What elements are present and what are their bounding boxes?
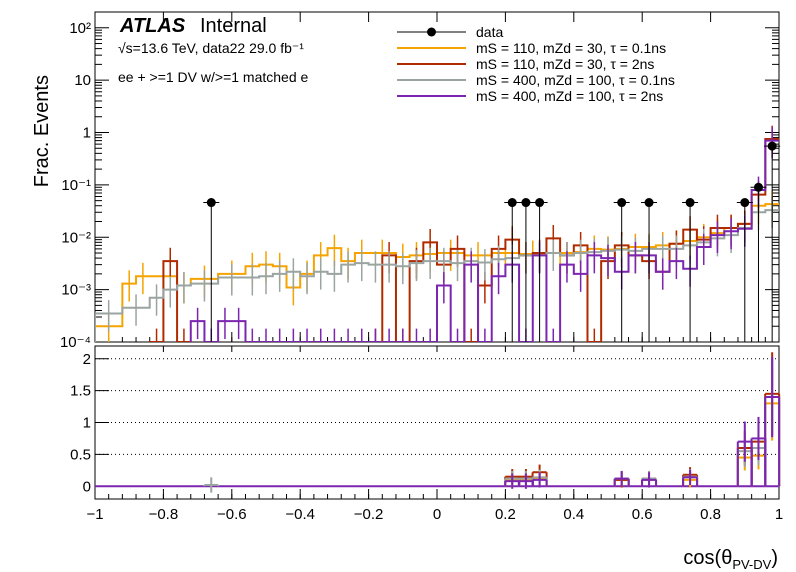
x-tick-label: 0 xyxy=(433,506,441,523)
y-tick-label-top: 10⁻¹ xyxy=(61,177,91,194)
data-point xyxy=(617,198,627,208)
ratio-series-group xyxy=(95,352,781,493)
data-point xyxy=(753,182,763,192)
legend-entry-label: mS = 110, mZd = 30, τ = 0.1ns xyxy=(476,40,666,56)
y-tick-label-top: 1 xyxy=(83,125,91,142)
legend-entry-label: data xyxy=(476,24,503,40)
y-tick-label-top: 10⁻³ xyxy=(61,282,91,299)
ratio-pad-frame xyxy=(94,345,780,500)
y-tick-label-bottom: 0 xyxy=(83,478,91,495)
y-tick-label-bottom: 0.5 xyxy=(70,446,91,463)
data-point xyxy=(767,141,777,151)
energy-lumi-text: √s=13.6 TeV, data22 29.0 fb⁻¹ xyxy=(118,40,304,56)
atlas-label: ATLAS xyxy=(119,15,186,37)
y-tick-label-top: 10⁻² xyxy=(61,229,91,246)
y-tick-label-bottom: 1 xyxy=(83,415,91,432)
legend-entry-label: mS = 400, mZd = 100, τ = 2ns xyxy=(476,88,663,104)
top-series-group xyxy=(95,125,779,342)
x-tick-label: 1 xyxy=(775,506,783,523)
y-tick-label-bottom: 2 xyxy=(83,351,91,368)
data-point xyxy=(644,198,654,208)
x-tick-label: 0.6 xyxy=(632,506,653,523)
x-axis-title: cos(θPV-DV) xyxy=(683,547,778,572)
x-tick-label: −0.6 xyxy=(217,506,247,523)
x-tick-label: 0.8 xyxy=(700,506,721,523)
x-tick-label: 0.4 xyxy=(563,506,584,523)
series-step-line xyxy=(189,139,779,342)
x-tick-label: −0.2 xyxy=(354,506,384,523)
y-tick-label-bottom: 1.5 xyxy=(70,383,91,400)
y-tick-label-top: 10 xyxy=(74,72,91,89)
legend-entry-label: mS = 400, mZd = 100, τ = 0.1ns xyxy=(476,72,675,88)
legend-entry-label: mS = 110, mZd = 30, τ = 2ns xyxy=(476,56,654,72)
series-step-line xyxy=(95,209,779,342)
y-tick-label-top: 10² xyxy=(69,20,91,37)
data-point xyxy=(535,198,545,208)
y-tick-label-top: 10⁻⁴ xyxy=(60,334,91,351)
data-point xyxy=(685,198,695,208)
x-tick-label: −0.8 xyxy=(149,506,179,523)
ratio-gridlines xyxy=(95,358,779,487)
x-tick-label: −1 xyxy=(86,506,103,523)
atlas-status: Internal xyxy=(200,15,267,37)
data-points-group xyxy=(203,141,781,342)
data-point xyxy=(206,198,216,208)
data-point xyxy=(740,198,750,208)
data-point xyxy=(507,198,517,208)
data-point xyxy=(521,198,531,208)
selection-text: ee + >=1 DV w/>=1 matched e xyxy=(118,69,309,85)
axis-ticks xyxy=(94,11,780,499)
legend-data-marker xyxy=(427,27,436,37)
x-tick-label: 0.2 xyxy=(495,506,516,523)
tick-labels: −1 −0.8 −0.6 −0.4 −0.2 0 0.2 0.4 0.6 0.8 1 10⁻⁴ 10⁻³… xyxy=(60,20,783,523)
y-axis-title: Frac. Events xyxy=(31,75,53,187)
x-tick-label: −0.4 xyxy=(285,506,315,523)
